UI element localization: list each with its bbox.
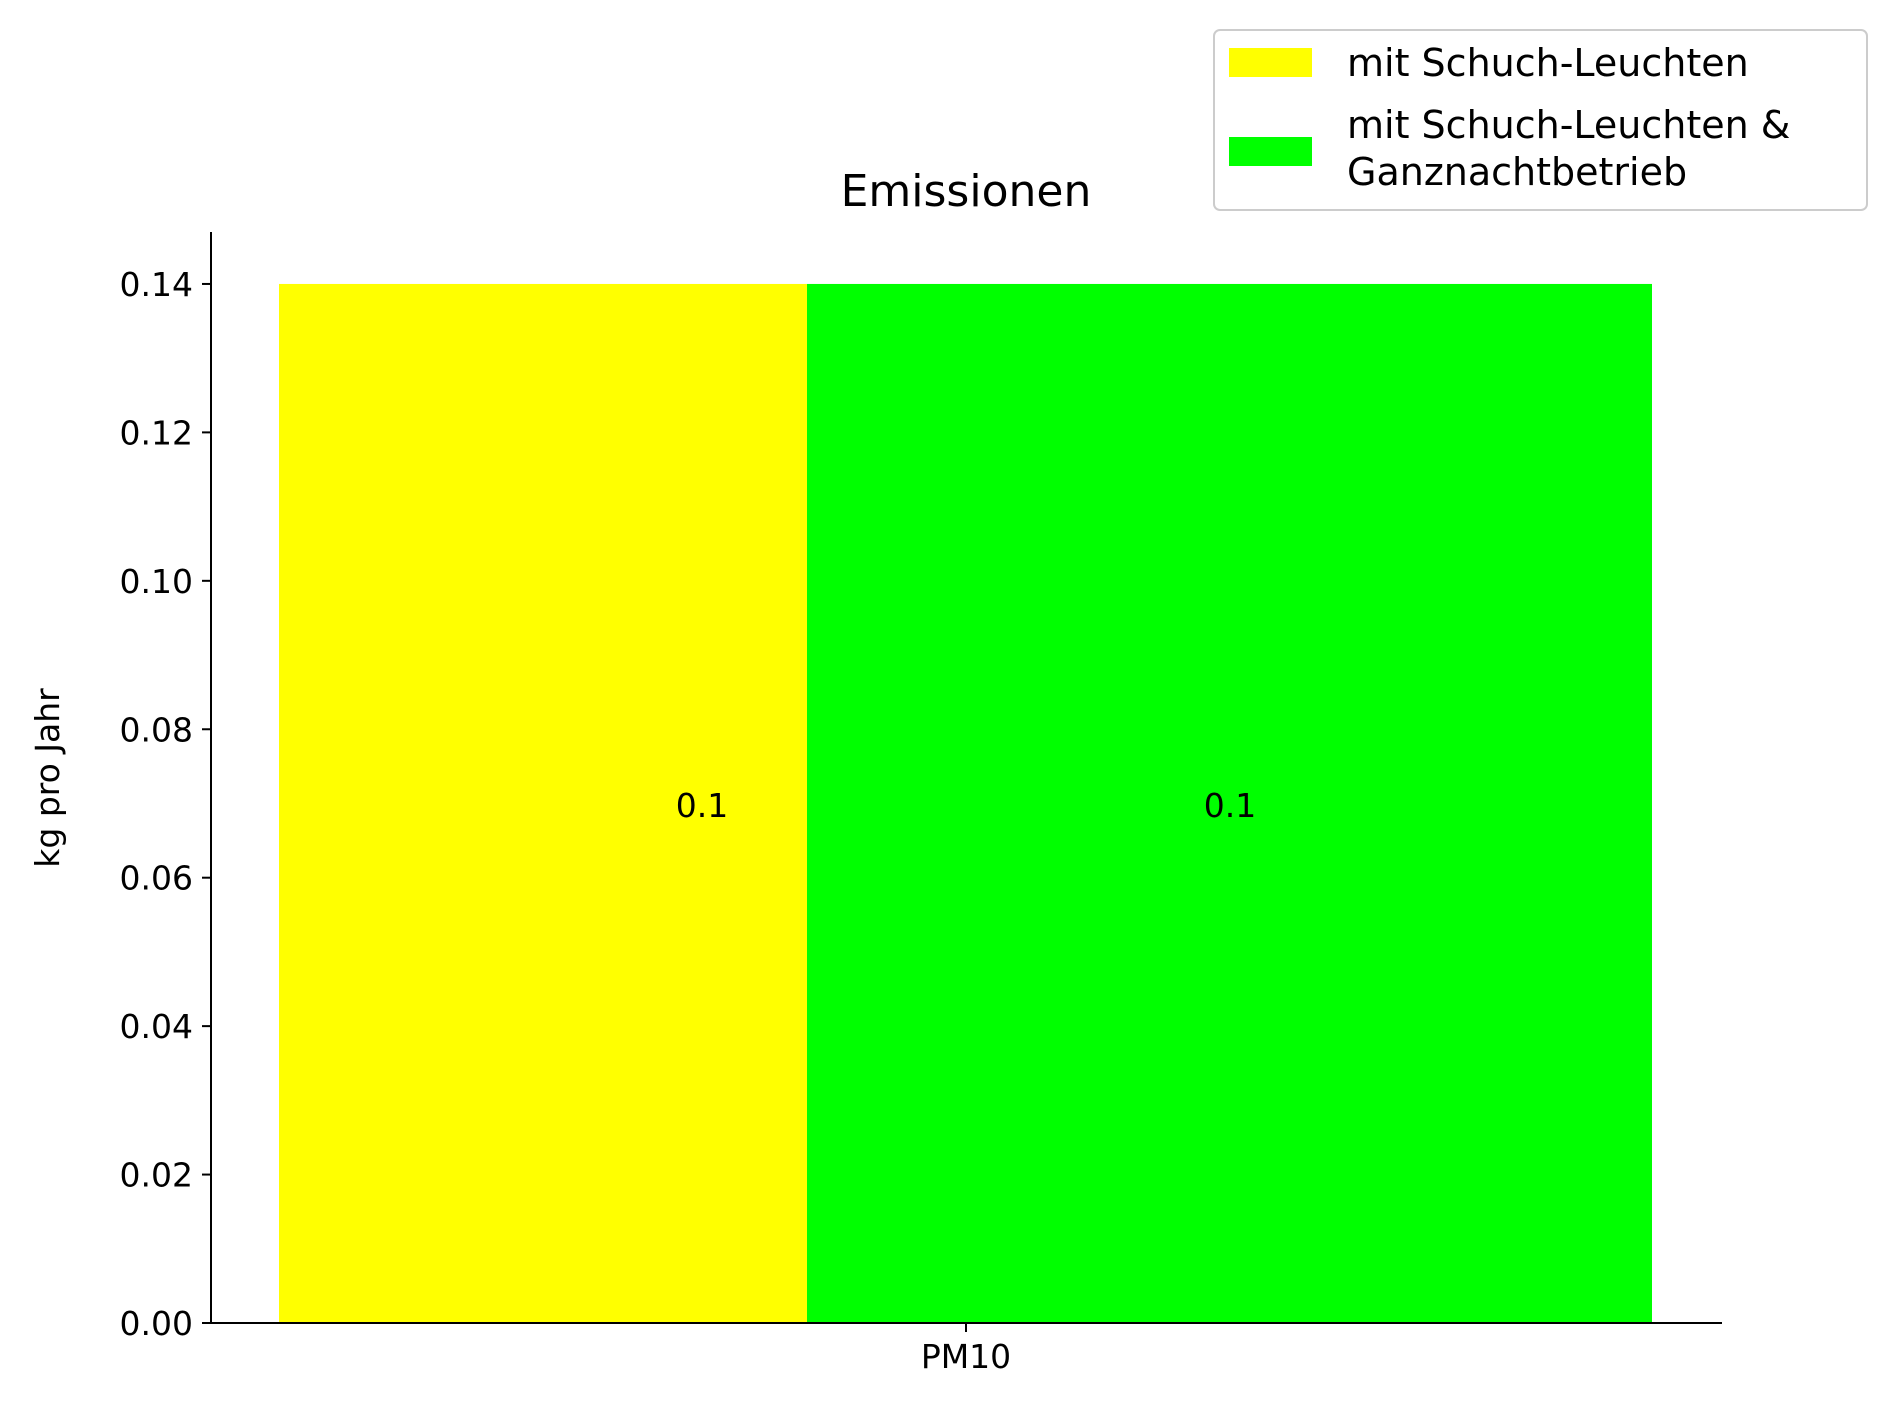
chart-title: Emissionen <box>841 166 1092 217</box>
y-ticks-group: 0.00 0.02 0.04 0.06 0.08 0.10 0.12 0.14 <box>120 265 211 1343</box>
legend: mit Schuch-Leuchten mit Schuch-Leuchten &… <box>1213 29 1868 211</box>
x-tick-label: PM10 <box>921 1337 1011 1376</box>
bars-group <box>279 283 1652 1323</box>
legend-label-1: mit Schuch-Leuchten <box>1347 41 1749 85</box>
data-label-series-1: 0.1 <box>676 786 728 825</box>
y-tick-label: 0.06 <box>120 859 193 898</box>
y-tick-label: 0.02 <box>120 1156 193 1195</box>
legend-label-2: Ganznachtbetrieb <box>1347 150 1687 194</box>
y-tick-label: 0.04 <box>120 1007 193 1046</box>
bar-series-2 <box>807 283 1652 1323</box>
y-tick-label: 0.14 <box>120 265 193 304</box>
data-labels-group: 0.1 0.1 <box>676 786 1256 825</box>
y-tick-label: 0.10 <box>120 562 193 601</box>
legend-swatch-1 <box>1229 48 1312 77</box>
bar-series-1 <box>279 283 807 1323</box>
legend-swatch-2 <box>1229 137 1312 166</box>
y-axis-label: kg pro Jahr <box>28 688 67 868</box>
legend-label-2: mit Schuch-Leuchten & <box>1347 103 1790 147</box>
y-tick-label: 0.00 <box>120 1304 193 1343</box>
legend-frame <box>1213 29 1868 211</box>
y-tick-label: 0.12 <box>120 413 193 452</box>
data-label-series-2: 0.1 <box>1204 786 1256 825</box>
x-ticks-group: PM10 <box>921 1323 1011 1376</box>
y-tick-label: 0.08 <box>120 710 193 749</box>
